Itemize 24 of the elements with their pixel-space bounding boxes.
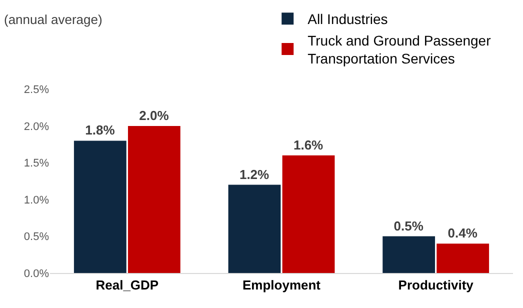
y-tick-label: 2.0% bbox=[24, 120, 50, 133]
data-label: 1.8% bbox=[85, 122, 116, 138]
y-tick-label: 2.5% bbox=[24, 84, 50, 96]
bar bbox=[128, 126, 180, 273]
data-label: 1.6% bbox=[293, 137, 324, 152]
bar bbox=[228, 184, 281, 273]
bar bbox=[436, 244, 490, 273]
data-label: 2.0% bbox=[139, 108, 170, 123]
legend-label: Truck and Ground Passenger Transportation Services bbox=[308, 32, 492, 67]
x-tick-label: Real_GDP bbox=[96, 278, 159, 293]
data-label: 0.4% bbox=[448, 226, 478, 241]
y-axis-title: (annual average) bbox=[4, 12, 102, 27]
bar bbox=[74, 140, 126, 273]
bar bbox=[282, 155, 335, 273]
bar bbox=[382, 236, 436, 273]
y-tick-label: 1.5% bbox=[24, 158, 50, 170]
y-tick-label: 0.5% bbox=[24, 231, 50, 244]
legend-label: All Industries bbox=[308, 11, 388, 28]
data-label: 0.5% bbox=[394, 218, 424, 234]
data-label: 1.2% bbox=[239, 166, 270, 182]
x-tick-label: Employment bbox=[242, 278, 322, 293]
x-tick-label: Productivity bbox=[398, 278, 474, 293]
y-tick-label: 0.0% bbox=[24, 268, 50, 280]
y-tick-label: 1.0% bbox=[24, 194, 50, 206]
